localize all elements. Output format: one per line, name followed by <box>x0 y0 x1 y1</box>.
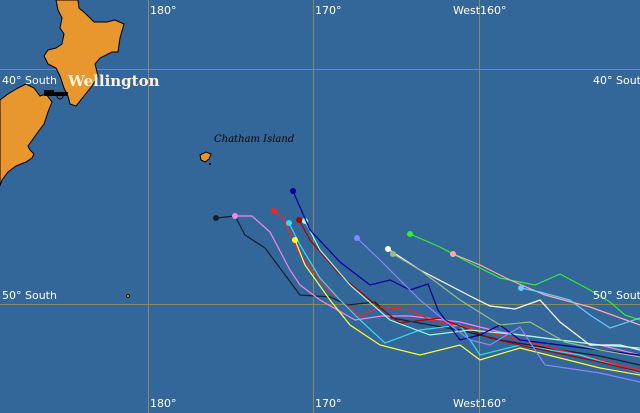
track-red-line <box>273 210 640 371</box>
track-lightslate-line <box>356 237 640 383</box>
track-white-line <box>387 248 640 351</box>
track-navy-start-marker <box>290 188 296 194</box>
track-aquamarine-line <box>304 220 640 349</box>
lat-50-left-label: 50° South <box>2 289 57 302</box>
track-pink-start-marker <box>450 251 456 257</box>
lon-170-bottom-label: 170° <box>315 397 342 410</box>
lon-180-top-label: 180° <box>150 4 177 17</box>
track-cyan-start-marker <box>286 220 292 226</box>
track-black-line <box>215 215 640 366</box>
lon-160w-bottom-label: West160° <box>453 397 507 410</box>
track-darkred-start-marker <box>296 217 302 223</box>
lat-40-right-label: 40° South <box>593 74 640 87</box>
lon-180-bottom-label: 180° <box>150 397 177 410</box>
lat-40-left-label: 40° South <box>2 74 57 87</box>
track-sage-start-marker <box>390 251 396 257</box>
track-green-start-marker <box>407 231 413 237</box>
track-cyan-line <box>288 222 640 374</box>
track-yellow-line <box>294 239 640 376</box>
lat-50-right-label: 50° South <box>593 289 640 302</box>
chatham-label: Chatham Island <box>214 134 295 145</box>
cook-strait-markers <box>44 90 68 100</box>
track-violet-start-marker <box>232 213 238 219</box>
track-red-start-marker <box>271 208 277 214</box>
track-white-start-marker <box>385 246 391 252</box>
small-island-marker <box>126 294 130 298</box>
south-island-landmass <box>0 83 53 187</box>
track-lightslate-start-marker <box>354 235 360 241</box>
track-black-start-marker <box>213 215 219 221</box>
track-darkred-line <box>298 219 640 373</box>
track-green-line <box>409 233 640 321</box>
lon-160w-top-label: West160° <box>453 4 507 17</box>
track-pink-line <box>452 253 640 326</box>
wellington-label: Wellington <box>68 72 160 90</box>
track-skyblue-line <box>520 287 640 329</box>
north-island-landmass <box>43 0 125 107</box>
drift-tracks <box>213 188 640 383</box>
track-yellow-start-marker <box>292 237 298 243</box>
track-sage-line <box>392 253 640 358</box>
track-navy-line <box>292 190 640 356</box>
track-skyblue-start-marker <box>518 285 524 291</box>
chatham-island-landmass <box>199 151 212 165</box>
lon-170-top-label: 170° <box>315 4 342 17</box>
